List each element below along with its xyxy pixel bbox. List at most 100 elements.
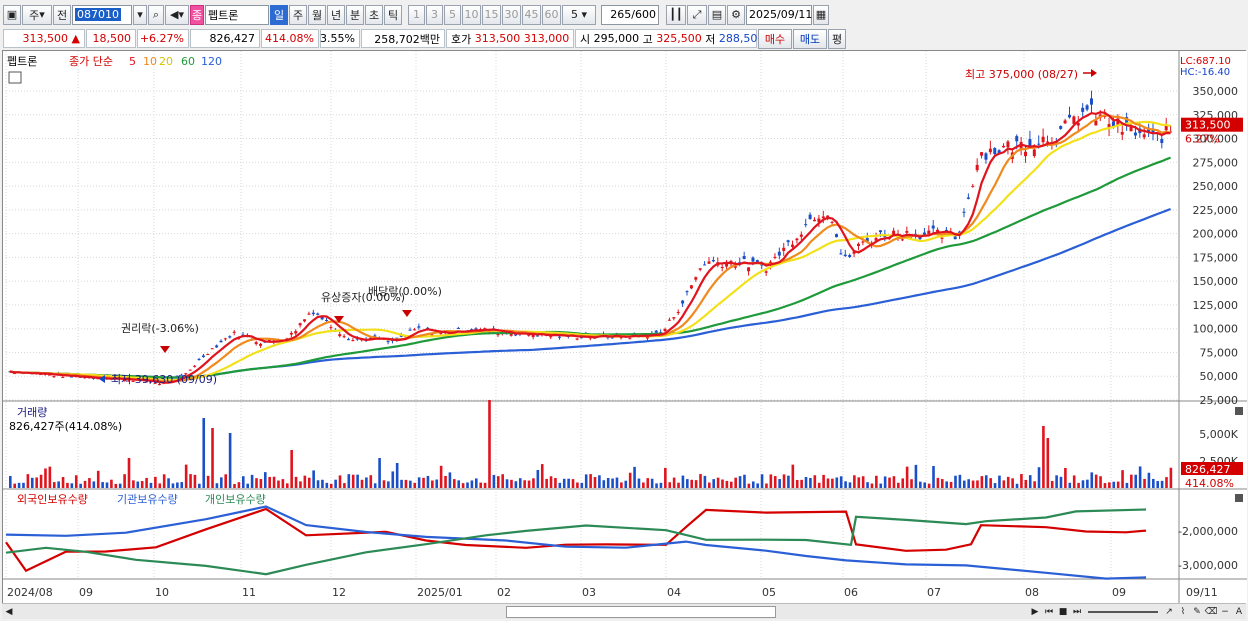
last-icon[interactable]: ⏭ — [1072, 606, 1082, 617]
interval-button-3[interactable]: 3 — [426, 4, 443, 25]
interval-select[interactable]: 5 ▾ — [562, 4, 596, 25]
volume-bar — [413, 482, 417, 488]
candle-body — [193, 365, 197, 367]
volume-bar — [360, 479, 364, 488]
stop-icon[interactable]: ■ — [1058, 606, 1068, 617]
period-day-button[interactable]: 일 — [270, 4, 288, 25]
candle-body — [320, 317, 324, 320]
volume-bar — [272, 476, 276, 488]
ask-value: 313,500 — [474, 32, 521, 45]
candle-body — [325, 319, 329, 321]
volume-bar — [1011, 478, 1014, 488]
code-dropdown-icon[interactable]: ▾ — [133, 4, 147, 25]
high-arrowhead-icon — [1091, 69, 1097, 77]
volume-bar — [545, 478, 548, 488]
chart-type-select[interactable]: 주 ▾ — [22, 4, 52, 25]
erase-icon[interactable]: ⌫ — [1204, 606, 1218, 617]
fib-icon[interactable]: ⌇ — [1180, 606, 1186, 617]
volume-bar — [527, 480, 531, 488]
volume-bar — [787, 475, 790, 488]
zoom-out-icon[interactable]: − — [1221, 606, 1229, 617]
first-icon[interactable]: ⏮ — [1044, 606, 1054, 617]
search-icon[interactable]: ⌕ — [148, 4, 164, 25]
pen-icon[interactable]: ✎ — [1193, 606, 1201, 617]
interval-button-5[interactable]: 5 — [444, 4, 461, 25]
calendar-icon[interactable]: ▦ — [813, 4, 829, 25]
candle-body — [821, 216, 825, 219]
window-icon[interactable]: ▣ — [3, 4, 21, 25]
buy-button[interactable]: 매수 — [758, 28, 792, 49]
up-arrow-icon: ▲ — [71, 32, 80, 45]
period-min-button[interactable]: 분 — [346, 4, 364, 25]
prev-button[interactable]: 전 — [53, 4, 71, 25]
candle-body — [1032, 149, 1036, 157]
draw-icon[interactable]: ↗ — [1165, 606, 1173, 617]
date-input[interactable]: 2025/09/11 — [746, 4, 812, 25]
volume-bar — [22, 482, 25, 488]
interval-button-15[interactable]: 15 — [482, 4, 501, 25]
volume-bars — [9, 400, 1173, 488]
period-week-button[interactable]: 주 — [289, 4, 307, 25]
volume-bar — [716, 477, 720, 488]
period-sec-button[interactable]: 초 — [365, 4, 383, 25]
candle-body — [298, 323, 302, 326]
candle-body — [703, 264, 707, 266]
volume-bar — [435, 479, 439, 488]
volume-bar — [66, 482, 69, 488]
scroll-track[interactable] — [16, 605, 1028, 618]
volume-bar — [919, 481, 922, 488]
interval-button-1[interactable]: 1 — [408, 4, 425, 25]
volume-bar — [562, 478, 566, 488]
interval-button-60[interactable]: 60 — [542, 4, 561, 25]
volume-bar — [1006, 476, 1010, 488]
period-tick-button[interactable]: 틱 — [384, 4, 402, 25]
line-tool-icon[interactable]: ⤢ — [687, 4, 707, 25]
volume-bar — [655, 483, 658, 488]
zoom-slider[interactable] — [1088, 610, 1158, 613]
candle-body — [549, 336, 553, 338]
save-icon[interactable]: ▤ — [708, 4, 726, 25]
font-icon[interactable]: A — [1235, 606, 1243, 617]
gear-icon[interactable]: ⚙ — [727, 4, 745, 25]
chart-area[interactable]: 350,000 325,000 300,000 275,000 250,000 225,0… — [2, 50, 1247, 604]
count-value: 265 — [610, 8, 632, 21]
volume-bar — [650, 478, 654, 488]
scroll-bar[interactable]: ◀ ▶ ⏮ ■ ⏭ ↗ ⌇ ✎ ⌫ − A — [2, 603, 1246, 619]
volume-bar — [668, 482, 672, 488]
volume-bar — [879, 483, 883, 488]
avg-button[interactable]: 평 — [828, 28, 846, 49]
volume-bar — [817, 482, 821, 488]
stock-code-input[interactable]: 087010 — [72, 4, 132, 25]
volume-bar — [171, 483, 175, 488]
period-month-button[interactable]: 월 — [308, 4, 326, 25]
scroll-thumb[interactable] — [506, 605, 776, 618]
period-year-button[interactable]: 년 — [327, 4, 345, 25]
volume-bar — [800, 479, 803, 488]
volume-close-icon — [1235, 407, 1243, 415]
candle-body — [408, 329, 412, 331]
interval-button-10[interactable]: 10 — [462, 4, 481, 25]
scroll-right-icon[interactable]: ▶ — [1031, 606, 1039, 617]
candle-body — [1129, 126, 1133, 132]
scroll-left-icon[interactable]: ◀ — [5, 606, 13, 617]
investor-legend-1: 기관보유수량 — [117, 493, 178, 506]
y-tick-label: 275,000 — [1193, 156, 1239, 169]
interval-button-45[interactable]: 45 — [522, 4, 541, 25]
sell-button[interactable]: 매도 — [793, 28, 827, 49]
candle-body — [751, 257, 755, 262]
count-input[interactable]: 265/600 — [601, 4, 659, 25]
volume-bar — [505, 479, 509, 488]
candle-body — [742, 255, 746, 260]
candle-icon[interactable]: ┃┃ — [666, 4, 686, 25]
volume-bar — [1108, 482, 1111, 488]
volume-bar — [611, 478, 614, 488]
volume-bar — [892, 476, 896, 488]
volume-bar — [1143, 478, 1146, 488]
interval-button-30[interactable]: 30 — [502, 4, 521, 25]
volume-bar — [567, 478, 570, 488]
speaker-icon[interactable]: ◀▾ — [165, 4, 189, 25]
open-label: 시 — [580, 32, 591, 46]
stock-name-field[interactable]: 펩트론 — [205, 4, 269, 25]
candle-body — [1059, 126, 1063, 129]
x-tick-label: 12 — [332, 586, 346, 599]
